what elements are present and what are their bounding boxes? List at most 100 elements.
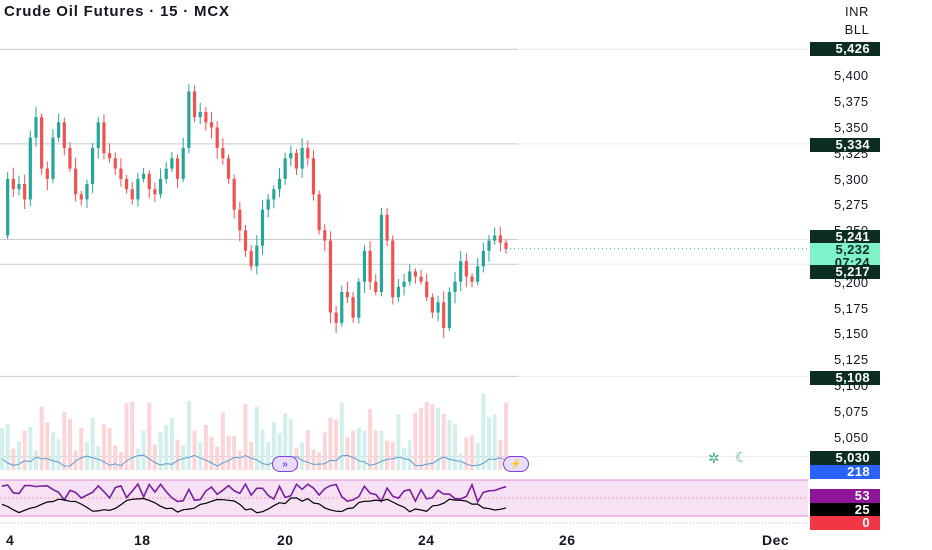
candle — [476, 266, 480, 282]
candle — [141, 173, 146, 179]
volume-bar — [356, 427, 361, 470]
price-tick: 5,300 — [834, 172, 869, 187]
volume-bar — [430, 404, 435, 470]
candle — [266, 199, 270, 210]
candle — [470, 276, 474, 282]
volume-bar — [90, 418, 95, 470]
candle — [328, 240, 333, 313]
candle — [45, 168, 49, 179]
volume-bar — [322, 432, 327, 470]
volume-bar — [220, 412, 225, 470]
volume-bar — [158, 431, 163, 470]
candle — [408, 271, 412, 282]
candle — [447, 292, 451, 328]
time-label: 4 — [6, 532, 15, 548]
volume-bar — [226, 435, 231, 470]
volume-bar — [96, 446, 101, 470]
candle — [243, 230, 248, 251]
candle — [283, 158, 287, 179]
time-label: 26 — [559, 532, 576, 548]
candle — [504, 242, 508, 249]
volume-bar — [232, 435, 237, 470]
volume-bar — [192, 430, 197, 470]
candle — [102, 122, 106, 154]
volume-bar — [305, 430, 310, 470]
volume-average-line — [1, 454, 507, 467]
upper-level-tag: 5,334 — [810, 138, 880, 152]
candle — [187, 91, 191, 148]
volume-bar — [181, 445, 186, 470]
candle — [68, 148, 72, 169]
price-tick: 5,400 — [834, 68, 869, 83]
candle — [453, 281, 457, 292]
volume-bar — [317, 452, 322, 470]
volume-bar — [504, 402, 508, 470]
candle — [6, 178, 10, 236]
candle — [493, 235, 497, 241]
candle — [351, 297, 355, 318]
candle — [85, 184, 89, 200]
candle — [306, 148, 310, 159]
stochastic-line — [1, 497, 507, 514]
candle — [436, 302, 440, 313]
volume-bar — [373, 430, 378, 470]
candle — [79, 194, 83, 200]
rsi-line — [1, 482, 507, 504]
candle — [40, 117, 44, 169]
volume-bar — [266, 442, 271, 470]
volume-bar — [50, 432, 55, 470]
candle — [334, 312, 338, 323]
volume-bar — [0, 428, 4, 470]
candle — [62, 122, 66, 148]
candle — [345, 292, 350, 298]
price-tick: 5,275 — [834, 197, 869, 212]
candle — [164, 168, 168, 179]
volume-bar — [28, 427, 33, 470]
candle — [391, 240, 395, 298]
candle — [175, 158, 180, 179]
volume-bar — [198, 442, 203, 470]
price-tick: 5,175 — [834, 301, 869, 316]
volume-bar — [152, 444, 157, 470]
volume-bar — [424, 401, 429, 470]
volume-bar — [345, 437, 350, 470]
candle — [209, 122, 214, 128]
candle — [147, 173, 151, 190]
candle — [107, 153, 112, 159]
unit-label: BLL — [844, 22, 870, 37]
volume-bar — [249, 441, 254, 470]
chart-title[interactable]: Crude Oil Futures · 15 · MCX — [4, 3, 230, 20]
candle — [215, 127, 219, 148]
volume-bar — [130, 401, 135, 470]
volume-bar — [67, 418, 72, 470]
volume-bar — [481, 393, 486, 470]
candle — [221, 148, 225, 159]
candle — [91, 148, 95, 184]
volume-bar — [339, 402, 344, 470]
volume-bar — [175, 439, 180, 470]
volume-bar — [498, 440, 503, 470]
volume-bar — [413, 412, 418, 470]
volume-bar — [164, 424, 169, 470]
candle — [487, 240, 491, 251]
candle — [192, 91, 197, 118]
candle — [379, 214, 384, 292]
volume-bar — [487, 417, 492, 470]
volume-bar — [107, 428, 112, 470]
volume-bar — [277, 432, 282, 470]
flash-event-icon[interactable]: ⚡ — [503, 456, 529, 472]
candle — [11, 178, 15, 190]
volume-bar — [390, 441, 395, 470]
currency-unit-selector[interactable]: INR BLL — [822, 3, 892, 39]
candle — [272, 189, 276, 200]
candle — [481, 250, 485, 267]
time-label: Dec — [762, 532, 790, 548]
volume-bar — [45, 422, 50, 470]
candle — [136, 178, 140, 200]
candle — [51, 137, 55, 179]
replay-forward-icon[interactable]: » — [272, 456, 298, 472]
volume-bar — [113, 445, 118, 470]
candle — [198, 112, 202, 118]
candle — [402, 281, 406, 287]
